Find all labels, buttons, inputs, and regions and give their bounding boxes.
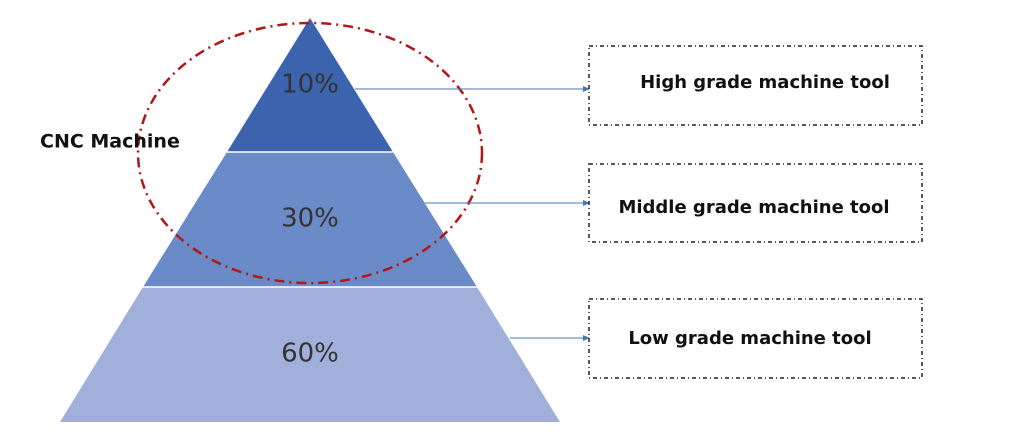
tier-top <box>227 18 393 152</box>
tier-percent: 60% <box>281 339 339 369</box>
tier-middle <box>143 152 477 287</box>
label-box <box>588 163 923 243</box>
label-box <box>588 298 923 379</box>
group-label: CNC Machine <box>40 131 180 153</box>
tier-bottom <box>60 287 560 422</box>
tier-label: Middle grade machine tool <box>618 197 889 218</box>
tier-percent: 10% <box>281 70 339 100</box>
tier-label: High grade machine tool <box>640 72 890 93</box>
tier-percent: 30% <box>281 204 339 234</box>
label-box <box>588 45 923 126</box>
highlight-ellipse <box>136 21 484 285</box>
tier-label: Low grade machine tool <box>628 328 871 349</box>
